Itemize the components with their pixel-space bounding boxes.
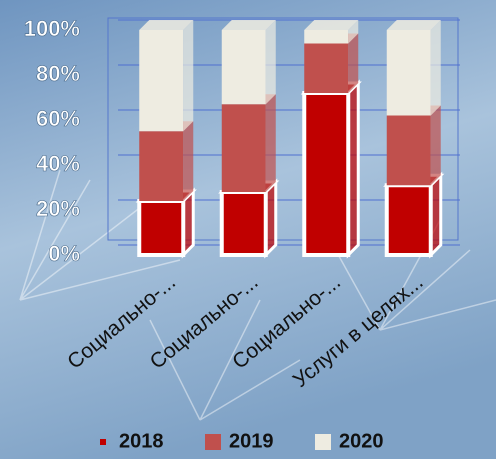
- y-tick-label: 40%: [36, 151, 80, 176]
- y-tick-label: 0%: [48, 241, 80, 266]
- bar-side: [348, 33, 359, 93]
- bar: [221, 30, 266, 105]
- bar-side: [430, 20, 441, 116]
- bar: [386, 30, 431, 116]
- bar: [221, 104, 266, 192]
- bar: [302, 91, 351, 257]
- bar-top: [221, 20, 276, 30]
- legend-swatch: [100, 439, 106, 445]
- plot-back: [107, 17, 459, 241]
- legend-swatch: [315, 434, 331, 450]
- bar-side: [265, 94, 276, 192]
- bar-side: [430, 105, 441, 186]
- bar: [304, 43, 349, 93]
- bar-top: [304, 20, 359, 30]
- bar: [139, 30, 184, 132]
- bar-top: [386, 20, 441, 30]
- bar: [219, 190, 268, 257]
- bar-side: [348, 20, 359, 44]
- legend-label: 2019: [229, 430, 274, 452]
- legend-label: 2018: [119, 430, 164, 452]
- bar: [384, 183, 433, 257]
- dandelion-decoration: [19, 169, 496, 421]
- bar-side: [183, 121, 194, 201]
- bar: [137, 199, 186, 257]
- bar-top: [139, 20, 194, 30]
- bar-side: [183, 20, 194, 132]
- y-tick-label: 20%: [36, 196, 80, 221]
- legend-swatch: [205, 434, 221, 450]
- bar: [386, 115, 431, 186]
- y-tick-label: 80%: [36, 61, 80, 86]
- legend-label: 2020: [339, 430, 384, 452]
- bar: [304, 30, 349, 44]
- y-tick-label: 60%: [36, 106, 80, 131]
- bar: [139, 131, 184, 201]
- bar-side: [265, 20, 276, 105]
- y-tick-label: 100%: [24, 16, 80, 41]
